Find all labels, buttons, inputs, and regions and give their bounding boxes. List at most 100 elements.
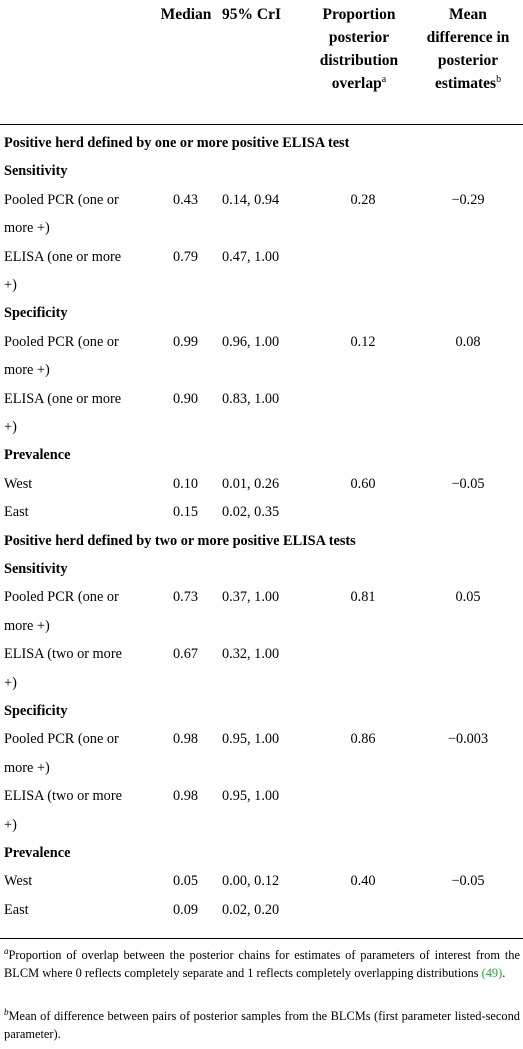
row-label: +) [4,416,17,438]
cri-cell: 0.83, 1.00 [222,388,279,410]
header-meandiff-line-text: estimates [435,75,496,92]
mean-diff-cell: −0.29 [418,189,518,211]
overlap-cell: 0.81 [326,586,400,608]
section-row: Positive herd defined by one or more pos… [0,132,523,160]
group-row: Specificity [0,302,523,330]
row-label: more +) [4,217,50,239]
row-label: Prevalence [4,444,70,466]
cri-cell: 0.96, 1.00 [222,331,279,353]
overlap-cell: 0.28 [326,189,400,211]
group-row: Sensitivity [0,160,523,188]
header-meandiff-line: Mean [412,3,523,26]
header-median-text: Median [161,6,212,23]
median-cell: 0.79 [173,246,198,268]
header-overlap-line: distribution [294,49,424,72]
row-label: Specificity [4,302,68,324]
median-cell: 0.05 [173,870,198,892]
row-label: +) [4,672,17,694]
row-label: ELISA (two or more [4,785,122,807]
table-row: Pooled PCR (one or 0.99 0.96, 1.00 0.12 0.08 [0,331,523,359]
cri-cell: 0.32, 1.00 [222,643,279,665]
continuation-row: +) [0,814,523,842]
row-label: Sensitivity [4,160,68,182]
median-cell: 0.90 [173,388,198,410]
table-row: Pooled PCR (one or 0.43 0.14, 0.94 0.28 −0.2… [0,189,523,217]
overlap-cell: 0.60 [326,473,400,495]
row-label: Pooled PCR (one or [4,189,119,211]
header-meandiff-line: estimatesb [412,72,523,95]
header-cri-text: 95% CrI [222,6,281,23]
header-cri: 95% CrI [222,3,292,26]
row-label: Positive herd defined by two or more pos… [4,530,356,552]
row-label: +) [4,274,17,296]
mean-diff-cell: −0.05 [418,473,518,495]
table-row: ELISA (one or more 0.90 0.83, 1.00 [0,388,523,416]
row-label: Positive herd defined by one or more pos… [4,132,349,154]
row-label: West [4,473,32,495]
table-row: East 0.15 0.02, 0.35 [0,501,523,529]
continuation-row: +) [0,416,523,444]
cri-cell: 0.95, 1.00 [222,728,279,750]
bottom-rule [0,938,523,939]
table-row: ELISA (two or more 0.98 0.95, 1.00 [0,785,523,813]
group-row: Specificity [0,700,523,728]
median-cell: 0.73 [173,586,198,608]
mean-diff-cell: 0.05 [418,586,518,608]
continuation-row: more +) [0,217,523,245]
row-label: Pooled PCR (one or [4,331,119,353]
group-row: Sensitivity [0,558,523,586]
continuation-row: +) [0,274,523,302]
overlap-cell: 0.86 [326,728,400,750]
row-label: Specificity [4,700,68,722]
header-overlap-line: overlapa [294,72,424,95]
row-label: Pooled PCR (one or [4,586,119,608]
cri-cell: 0.01, 0.26 [222,473,279,495]
header-overlap: Proportion posterior distribution overla… [294,3,424,95]
median-cell: 0.98 [173,728,198,750]
table-row: ELISA (one or more 0.79 0.47, 1.00 [0,246,523,274]
median-cell: 0.43 [173,189,198,211]
overlap-cell: 0.40 [326,870,400,892]
mean-diff-cell: −0.003 [418,728,518,750]
median-cell: 0.15 [173,501,198,523]
cri-cell: 0.02, 0.35 [222,501,279,523]
row-label: West [4,870,32,892]
mean-diff-cell: −0.05 [418,870,518,892]
header-mean-diff: Mean difference in posterior estimatesb [412,3,523,95]
row-label: more +) [4,615,50,637]
row-label: East [4,501,29,523]
continuation-row: more +) [0,757,523,785]
reference-link[interactable]: (49) [482,966,503,980]
cri-cell: 0.14, 0.94 [222,189,279,211]
row-label: Sensitivity [4,558,68,580]
cri-cell: 0.47, 1.00 [222,246,279,268]
cri-cell: 0.95, 1.00 [222,785,279,807]
header-meandiff-line: posterior [412,49,523,72]
footnote-b: bMean of difference between pairs of pos… [4,1007,520,1043]
overlap-cell: 0.12 [326,331,400,353]
header-meandiff-line: difference in [412,26,523,49]
table-row: Pooled PCR (one or 0.73 0.37, 1.00 0.81 0.05 [0,586,523,614]
row-label: Prevalence [4,842,70,864]
table-row: West 0.10 0.01, 0.26 0.60 −0.05 [0,473,523,501]
row-label: ELISA (one or more [4,388,121,410]
footnote-a-end: . [502,966,505,980]
median-cell: 0.98 [173,785,198,807]
table-row: West 0.05 0.00, 0.12 0.40 −0.05 [0,870,523,898]
group-row: Prevalence [0,444,523,472]
row-label: East [4,899,29,921]
header-rule [0,124,523,125]
median-cell: 0.09 [173,899,198,921]
header-median: Median [150,3,222,26]
row-label: ELISA (one or more [4,246,121,268]
table-row: ELISA (two or more 0.67 0.32, 1.00 [0,643,523,671]
footnote-a: aProportion of overlap between the poste… [4,946,520,982]
row-label: +) [4,814,17,836]
cri-cell: 0.37, 1.00 [222,586,279,608]
footnote-a-marker: a [382,74,386,85]
median-cell: 0.99 [173,331,198,353]
median-cell: 0.10 [173,473,198,495]
continuation-row: +) [0,672,523,700]
row-label: more +) [4,359,50,381]
